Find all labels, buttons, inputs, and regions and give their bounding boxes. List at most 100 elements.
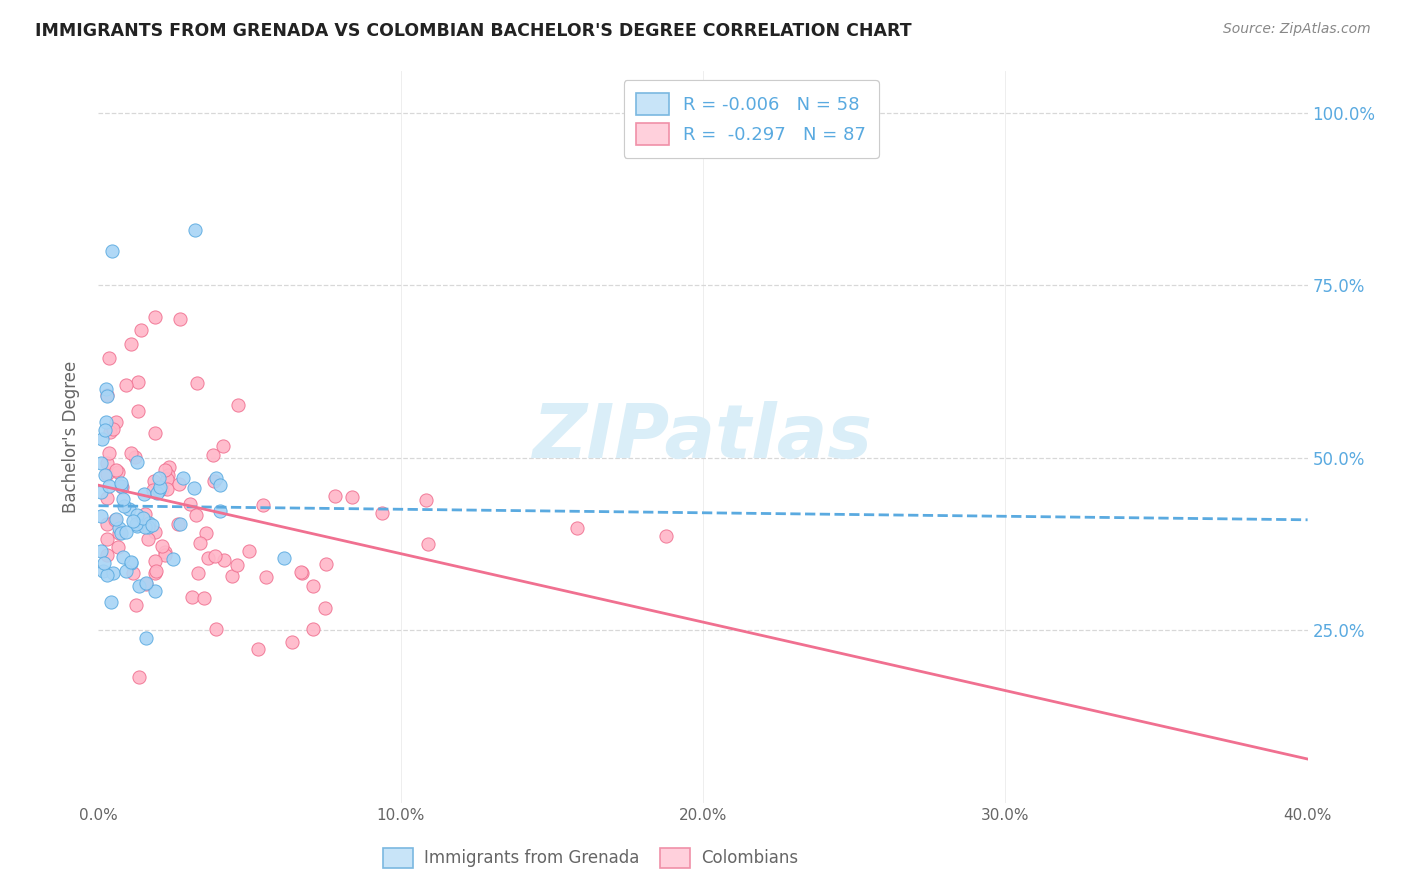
Point: [149, 480, 172, 494]
Point: [125, 508, 148, 522]
Point: [96, 389, 118, 403]
Point: [127, 518, 149, 533]
Point: [129, 323, 152, 337]
Point: [96, 568, 118, 582]
Point: [91, 432, 114, 446]
Point: [143, 474, 166, 488]
Point: [290, 565, 312, 579]
Point: [94, 415, 117, 429]
Point: [148, 471, 170, 485]
Point: [122, 566, 145, 580]
Point: [124, 450, 146, 464]
Point: [205, 622, 228, 636]
Point: [156, 467, 179, 482]
Point: [127, 375, 149, 389]
Point: [156, 483, 179, 497]
Point: [169, 311, 191, 326]
Point: [212, 439, 235, 453]
Point: [125, 517, 148, 532]
Point: [146, 486, 169, 500]
Point: [94, 423, 117, 437]
Point: [98, 351, 121, 365]
Point: [188, 535, 211, 549]
Point: [111, 491, 134, 506]
Point: [101, 244, 124, 258]
Point: [104, 512, 127, 526]
Point: [128, 670, 150, 684]
Point: [202, 448, 225, 462]
Point: [91, 564, 114, 578]
Point: [415, 493, 437, 508]
Point: [101, 422, 124, 436]
Point: [108, 521, 131, 535]
Point: [112, 499, 135, 513]
Point: [169, 517, 191, 532]
Point: [104, 513, 127, 527]
Point: [186, 376, 208, 390]
Point: [225, 558, 247, 572]
Point: [183, 223, 205, 237]
Point: [96, 491, 118, 506]
Point: [179, 497, 201, 511]
Point: [118, 501, 141, 516]
Text: ZIPatlas: ZIPatlas: [533, 401, 873, 474]
Point: [135, 575, 157, 590]
Point: [111, 549, 134, 564]
Point: [301, 622, 323, 636]
Point: [567, 521, 589, 535]
Point: [205, 471, 228, 485]
Point: [143, 584, 166, 599]
Text: Source: ZipAtlas.com: Source: ZipAtlas.com: [1223, 22, 1371, 37]
Point: [157, 460, 180, 475]
Point: [90, 456, 112, 470]
Point: [90, 484, 112, 499]
Point: [135, 631, 157, 645]
Point: [134, 507, 156, 521]
Point: [238, 543, 260, 558]
Point: [145, 565, 167, 579]
Point: [132, 510, 155, 524]
Point: [186, 508, 208, 522]
Point: [96, 456, 118, 470]
Point: [340, 490, 363, 504]
Point: [291, 566, 314, 580]
Point: [314, 601, 336, 615]
Point: [136, 532, 159, 546]
Point: [180, 590, 202, 604]
Point: [323, 489, 346, 503]
Point: [107, 540, 129, 554]
Point: [138, 520, 160, 534]
Legend: R = -0.006   N = 58, R =  -0.297   N = 87: R = -0.006 N = 58, R = -0.297 N = 87: [624, 80, 879, 158]
Point: [172, 471, 194, 485]
Point: [143, 524, 166, 539]
Point: [141, 518, 163, 533]
Point: [153, 545, 176, 559]
Point: [148, 483, 170, 498]
Point: [114, 564, 136, 578]
Point: [247, 642, 270, 657]
Point: [134, 487, 156, 501]
Point: [134, 520, 156, 534]
Point: [142, 483, 165, 497]
Point: [110, 478, 132, 492]
Point: [371, 506, 394, 520]
Point: [96, 532, 118, 546]
Point: [93, 556, 115, 570]
Point: [143, 566, 166, 580]
Point: [202, 475, 225, 489]
Point: [101, 566, 124, 580]
Point: [121, 514, 143, 528]
Point: [110, 526, 132, 541]
Point: [96, 548, 118, 562]
Point: [90, 544, 112, 558]
Point: [115, 525, 138, 540]
Point: [208, 504, 231, 518]
Point: [418, 537, 440, 551]
Point: [96, 388, 118, 402]
Point: [143, 425, 166, 440]
Point: [187, 566, 209, 580]
Point: [125, 454, 148, 468]
Point: [183, 482, 205, 496]
Point: [128, 579, 150, 593]
Point: [115, 378, 138, 392]
